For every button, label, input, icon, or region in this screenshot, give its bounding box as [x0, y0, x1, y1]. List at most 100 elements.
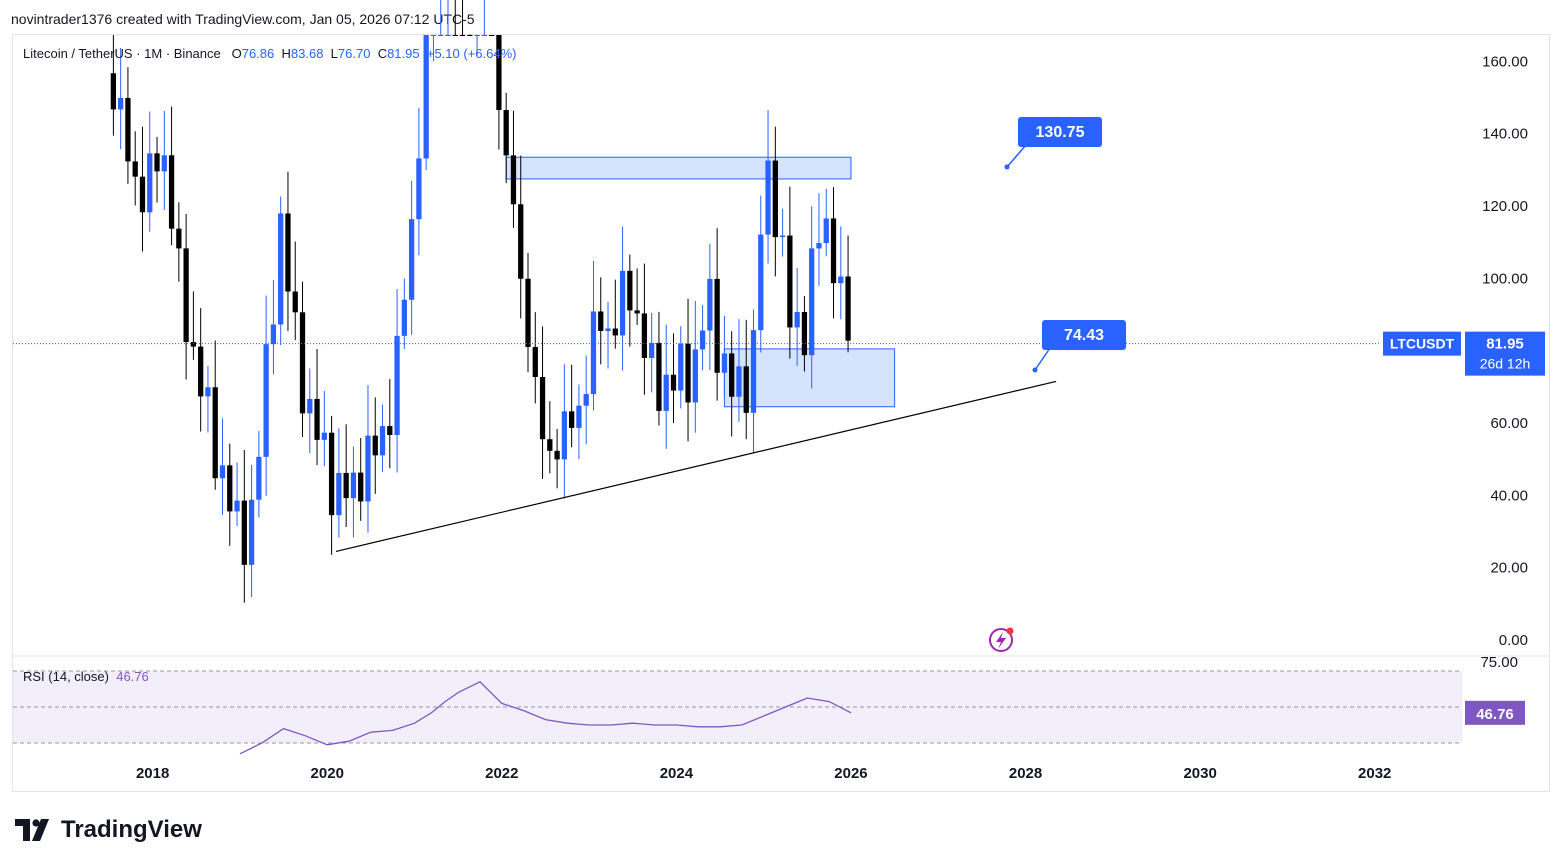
- candle: [598, 277, 604, 365]
- candle: [118, 47, 124, 150]
- price-tick-label: 20.00: [1490, 560, 1528, 577]
- time-tick-label: 2028: [1009, 765, 1042, 782]
- symbol-legend: Litecoin / TetherUS · 1M · Binance O76.8…: [23, 46, 516, 61]
- candle: [787, 186, 793, 359]
- candle: [459, 0, 466, 36]
- time-tick-label: 2032: [1358, 765, 1391, 782]
- candle-body: [401, 299, 407, 336]
- lower-callout: 74.43: [1032, 320, 1126, 373]
- symbol-title[interactable]: Litecoin / TetherUS · 1M · Binance: [23, 46, 221, 61]
- ticker-badge: [1383, 331, 1461, 356]
- candle-body: [678, 343, 684, 391]
- candle-body: [612, 328, 618, 336]
- candle-body: [132, 161, 138, 177]
- candle: [358, 438, 364, 521]
- close-label: C: [377, 46, 388, 61]
- candle: [336, 428, 342, 538]
- candle-body: [430, 35, 437, 36]
- upper-callout-pointer: [1006, 144, 1027, 168]
- candle-body: [452, 35, 458, 36]
- candle: [510, 110, 517, 228]
- candle: [285, 171, 291, 332]
- price-tick-label: 100.00: [1482, 270, 1528, 287]
- candle: [314, 348, 320, 466]
- countdown-text: 26d 12h: [1480, 356, 1531, 372]
- candle-body: [532, 346, 538, 378]
- change-value: +5.10 (+6.64%): [426, 46, 517, 61]
- candle: [481, 0, 487, 36]
- candle: [365, 385, 371, 533]
- candle-body: [147, 153, 153, 213]
- chart-attribution: novintrader1376 created with TradingView…: [11, 11, 475, 27]
- chart-frame: [12, 34, 1550, 792]
- candle: [408, 180, 415, 335]
- candle: [394, 289, 400, 473]
- candle: [707, 243, 713, 371]
- rsi-legend: RSI (14, close) 46.76: [23, 669, 149, 684]
- candle: [590, 260, 597, 411]
- candle-body: [205, 387, 211, 397]
- candle: [321, 391, 327, 467]
- tradingview-logo[interactable]: TradingView: [15, 816, 202, 844]
- candle: [729, 331, 735, 437]
- time-tick-label: 2026: [834, 765, 867, 782]
- candle-body: [474, 35, 480, 36]
- candle: [721, 315, 728, 397]
- candle-body: [234, 500, 240, 512]
- candle: [430, 35, 437, 62]
- candle: [779, 208, 786, 257]
- candle: [816, 193, 822, 286]
- candle-body: [212, 387, 218, 479]
- candle: [692, 300, 698, 433]
- candle-body: [227, 465, 233, 512]
- candle-body: [641, 313, 648, 358]
- candle-body: [547, 439, 553, 451]
- candle: [823, 188, 829, 257]
- candle: [292, 241, 298, 341]
- candle: [649, 312, 655, 393]
- candle-body: [823, 218, 829, 244]
- candle: [227, 443, 233, 546]
- candle-body: [503, 110, 509, 156]
- candle-body: [248, 499, 255, 565]
- candle: [525, 252, 531, 373]
- high-value: 83.68: [290, 46, 324, 61]
- rsi-label[interactable]: RSI (14, close): [23, 669, 109, 684]
- time-tick-label: 2018: [136, 765, 169, 782]
- candle-body: [583, 394, 589, 406]
- candle-body: [343, 472, 349, 499]
- candle: [401, 278, 407, 350]
- candle-body: [336, 472, 342, 516]
- candle: [758, 195, 764, 353]
- candle-body: [670, 374, 677, 391]
- candle-body: [256, 456, 262, 500]
- candle-body: [459, 35, 466, 36]
- candle-body: [278, 213, 284, 325]
- candle: [212, 340, 218, 490]
- candle: [554, 428, 560, 489]
- candle: [445, 0, 451, 36]
- candle: [561, 364, 568, 499]
- candle: [605, 301, 611, 369]
- candle-body: [510, 155, 517, 205]
- trendline: [335, 380, 1057, 552]
- rsi-legend-value: 46.76: [116, 669, 149, 684]
- candle: [612, 279, 618, 349]
- candle: [234, 462, 240, 527]
- candle-body: [707, 278, 713, 331]
- candle-body: [496, 35, 502, 111]
- lower-callout-text: 74.43: [1064, 327, 1104, 344]
- candle-body: [809, 248, 815, 356]
- tradingview-wordmark: TradingView: [61, 816, 202, 843]
- candle-body: [772, 160, 778, 238]
- candle: [634, 268, 640, 325]
- price-tick-label: 160.00: [1482, 53, 1528, 70]
- candle: [794, 267, 800, 366]
- candle-body: [161, 155, 167, 172]
- candle: [307, 368, 313, 454]
- candle: [699, 305, 706, 371]
- candle: [372, 397, 378, 494]
- candle-body: [736, 366, 742, 397]
- candle-body: [525, 278, 531, 347]
